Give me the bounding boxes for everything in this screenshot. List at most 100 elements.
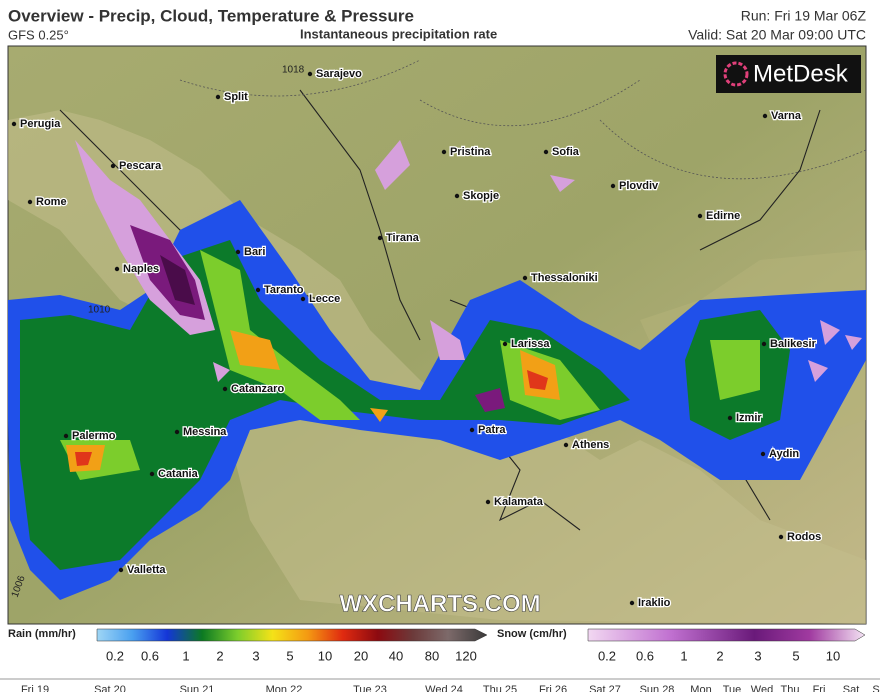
city-label: Iraklio [638,597,671,609]
city-dot [778,534,784,540]
subtitle: Instantaneous precipitation rate [300,26,497,41]
rain-color-bar [96,628,488,642]
snow-tick-label: 10 [826,648,840,663]
city-label: Edirne [706,210,740,222]
city-label: Sofia [552,146,580,158]
city-dot [11,121,17,127]
valid: Valid: Sat 20 Mar 09:00 UTC [688,27,866,43]
snow-tick-label: 0.6 [636,648,654,663]
timeline-label[interactable]: Tue 23 [353,684,387,692]
city-label: Naples [123,263,159,275]
rain-tick-label: 0.2 [106,648,124,663]
rain-tick-label: 1 [182,648,189,663]
city-dot [454,193,460,199]
city-dot [543,149,549,155]
rain-tick-label: 2 [216,648,223,663]
city-label: Skopje [463,190,499,202]
timeline-label[interactable]: Wed [751,684,773,692]
snow-tick-label: 1 [680,648,687,663]
rain-legend-label: Rain (mm/hr) [8,628,76,640]
rain-tick-label: 5 [286,648,293,663]
timeline-label[interactable]: Mon 22 [266,684,303,692]
timeline-label[interactable]: Sat [843,684,860,692]
city-label: Thessaloniki [531,272,598,284]
timeline-label[interactable]: S [872,684,879,692]
city-dot [27,199,33,205]
rain-tick-label: 80 [425,648,439,663]
model: GFS 0.25° [8,27,69,42]
run: Run: Fri 19 Mar 06Z [741,8,867,24]
city-label: Izmir [736,412,762,424]
city-label: Bari [244,246,265,258]
city-dot [610,183,616,189]
city-label: Taranto [264,284,304,296]
city-label: Pescara [119,160,162,172]
city-dot [522,275,528,281]
city-label: Larissa [511,338,550,350]
city-dot [727,415,733,421]
timeline-label[interactable]: Wed 24 [425,684,463,692]
rain-tick-label: 40 [389,648,403,663]
snow-tick-label: 5 [792,648,799,663]
city-dot [300,296,306,302]
city-label: Valletta [127,564,166,576]
city-dot [63,433,69,439]
city-dot [174,429,180,435]
city-label: Perugia [20,118,61,130]
city-dot [215,94,221,100]
city-label: Plovdiv [619,180,659,192]
city-label: Athens [572,439,609,451]
city-dot [469,427,475,433]
timeline-label[interactable]: Fri 19 [21,684,49,692]
timeline-label[interactable]: Sat 27 [589,684,621,692]
brand-box [716,55,861,93]
city-label: Tirana [386,232,420,244]
timeline-label[interactable]: Sun 21 [180,684,215,692]
snow-color-bar [587,628,866,642]
timeline-label[interactable]: Mon [690,684,711,692]
timeline-label[interactable]: Sat 20 [94,684,126,692]
city-dot [110,163,116,169]
snow-tick-label: 0.2 [598,648,616,663]
brand: MetDesk [753,60,849,87]
timeline-label[interactable]: Thu [781,684,800,692]
rain-tick-label: 0.6 [141,648,159,663]
city-layer: Sarajevo Split Perugia Pescara Rome Pristina S… [11,67,822,610]
rain-tick-label: 10 [318,648,332,663]
city-dot [118,567,124,573]
city-label: Split [224,91,248,103]
city-label: Patra [478,424,506,436]
city-label: Messina [183,426,227,438]
city-dot [222,386,228,392]
city-label: Aydin [769,448,799,460]
city-dot [114,266,120,272]
city-label: Palermo [72,430,116,442]
rain-tick-label: 20 [354,648,368,663]
timeline-label[interactable]: Sun 28 [640,684,675,692]
city-dot [762,113,768,119]
snow-tick-label: 3 [754,648,761,663]
map: MetDesk WXCHARTS.COM Sarajevo Split Perugi… [7,45,867,625]
isobar-label: 1010 [88,305,111,316]
rain-tick-label: 3 [252,648,259,663]
timeline-label[interactable]: Fri [813,684,826,692]
city-label: Catanzaro [231,383,284,395]
rain-tick-label: 120 [455,648,477,663]
timeline-label[interactable]: Fri 26 [539,684,567,692]
city-dot [563,442,569,448]
timeline-label[interactable]: Thu 25 [483,684,517,692]
city-label: Lecce [309,293,340,305]
city-dot [307,71,313,77]
city-label: Pristina [450,146,491,158]
city-dot [441,149,447,155]
city-label: Rome [36,196,67,208]
city-dot [255,287,261,293]
city-dot [502,341,508,347]
timeline-label[interactable]: Tue [723,684,742,692]
city-label: Rodos [787,531,821,543]
snow-legend-label: Snow (cm/hr) [497,628,567,640]
watermark: WXCHARTS.COM [339,590,540,617]
city-dot [485,499,491,505]
